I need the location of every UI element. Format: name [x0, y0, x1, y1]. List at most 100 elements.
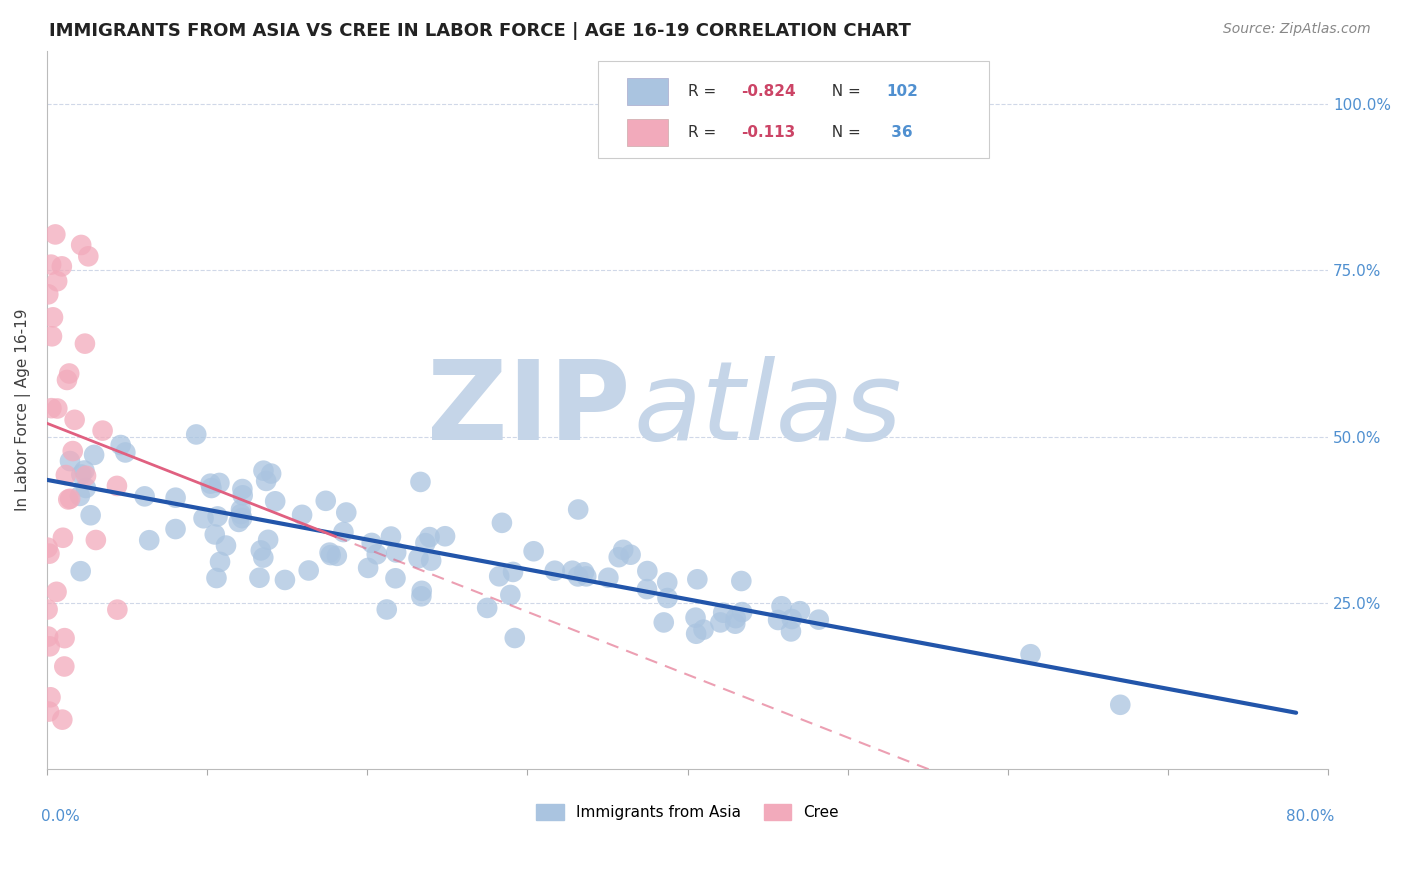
- Point: [249, 543, 271, 558]
- Point: [366, 547, 388, 561]
- Point: [53, 659, 76, 673]
- Point: [332, 524, 354, 539]
- Point: [41, 401, 63, 416]
- Point: [105, 602, 128, 616]
- Point: [420, 554, 443, 568]
- Point: [318, 546, 340, 560]
- Point: [488, 569, 510, 583]
- Point: [567, 569, 589, 583]
- Point: [380, 530, 402, 544]
- Point: [165, 522, 187, 536]
- Point: [252, 550, 274, 565]
- Point: [411, 583, 433, 598]
- Text: -0.824: -0.824: [741, 85, 796, 99]
- Point: [59, 491, 82, 506]
- Point: [75, 481, 97, 495]
- Point: [319, 548, 342, 562]
- Point: [657, 591, 679, 605]
- Point: [685, 610, 707, 624]
- Point: [75, 468, 97, 483]
- Point: [37, 630, 59, 644]
- Point: [232, 488, 254, 502]
- Text: 102: 102: [886, 85, 918, 99]
- Point: [711, 606, 734, 620]
- Point: [84, 533, 107, 547]
- Point: [730, 574, 752, 588]
- Point: [612, 542, 634, 557]
- Text: Source: ZipAtlas.com: Source: ZipAtlas.com: [1223, 22, 1371, 37]
- Point: [384, 571, 406, 585]
- Point: [620, 548, 643, 562]
- Point: [260, 467, 283, 481]
- Y-axis label: In Labor Force | Age 16-19: In Labor Force | Age 16-19: [15, 309, 31, 511]
- Point: [229, 507, 252, 521]
- Point: [42, 310, 65, 325]
- Point: [59, 454, 82, 468]
- Point: [419, 530, 441, 544]
- Point: [208, 475, 231, 490]
- Point: [45, 584, 67, 599]
- Point: [38, 547, 60, 561]
- Point: [134, 489, 156, 503]
- Point: [37, 602, 59, 616]
- Point: [51, 713, 73, 727]
- Point: [73, 463, 96, 477]
- Point: [91, 424, 114, 438]
- Point: [257, 533, 280, 547]
- Point: [766, 613, 789, 627]
- Point: [1109, 698, 1132, 712]
- Point: [53, 631, 76, 645]
- Point: [38, 705, 60, 719]
- Point: [63, 413, 86, 427]
- Point: [298, 564, 321, 578]
- Point: [575, 569, 598, 583]
- Point: [724, 611, 747, 625]
- Point: [62, 444, 84, 458]
- Point: [409, 475, 432, 489]
- Point: [685, 626, 707, 640]
- Point: [598, 571, 620, 585]
- Text: -0.113: -0.113: [741, 125, 796, 140]
- Point: [335, 506, 357, 520]
- Point: [207, 509, 229, 524]
- Point: [39, 690, 62, 705]
- Point: [41, 329, 63, 343]
- Point: [165, 491, 187, 505]
- Point: [499, 588, 522, 602]
- Point: [44, 227, 66, 242]
- Point: [215, 539, 238, 553]
- Point: [561, 564, 583, 578]
- Point: [186, 427, 208, 442]
- Point: [37, 541, 59, 555]
- FancyBboxPatch shape: [598, 62, 988, 159]
- Point: [200, 476, 222, 491]
- Point: [636, 582, 658, 596]
- Text: N =: N =: [823, 125, 866, 140]
- Point: [70, 467, 93, 482]
- Point: [385, 545, 408, 559]
- Point: [229, 502, 252, 516]
- Point: [69, 564, 91, 578]
- Point: [73, 336, 96, 351]
- Text: 80.0%: 80.0%: [1286, 809, 1334, 824]
- Point: [709, 615, 731, 630]
- Point: [58, 367, 80, 381]
- Point: [83, 448, 105, 462]
- Text: R =: R =: [688, 125, 721, 140]
- Point: [249, 571, 271, 585]
- Point: [51, 260, 73, 274]
- Point: [315, 493, 337, 508]
- Point: [360, 536, 382, 550]
- Point: [231, 482, 253, 496]
- Point: [408, 551, 430, 566]
- Text: R =: R =: [688, 85, 721, 99]
- Point: [228, 515, 250, 529]
- Point: [264, 494, 287, 508]
- FancyBboxPatch shape: [627, 78, 668, 105]
- Point: [254, 474, 277, 488]
- Point: [291, 508, 314, 522]
- Point: [657, 575, 679, 590]
- Point: [46, 274, 69, 288]
- Point: [731, 605, 754, 619]
- Point: [475, 601, 498, 615]
